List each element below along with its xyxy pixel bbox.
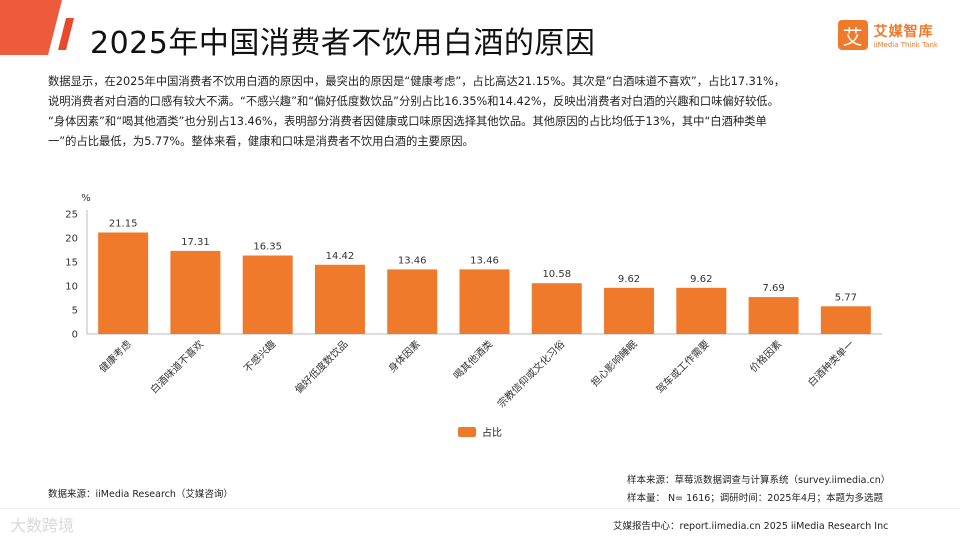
bar-value-label: 7.69 xyxy=(762,283,784,294)
bar-value-label: 17.31 xyxy=(181,237,210,248)
logo-icon: 艾 xyxy=(837,20,868,50)
y-tick-label: 25 xyxy=(65,210,78,221)
bar-value-label: 9.62 xyxy=(690,274,712,285)
x-tick-label: 价格因素 xyxy=(747,337,784,374)
title-accent-slash xyxy=(0,0,74,55)
sample-size: 样本量： N= 1616；调研时间：2025年4月；本题为多选题 xyxy=(627,493,884,504)
y-tick-label: 15 xyxy=(65,258,78,269)
bar-value-label: 10.58 xyxy=(542,269,571,280)
footer-bar xyxy=(0,508,960,541)
bar xyxy=(820,306,871,334)
bar-value-label: 13.46 xyxy=(470,255,499,266)
bar-value-label: 13.46 xyxy=(398,255,427,266)
bar-value-label: 14.42 xyxy=(326,251,355,262)
chart-legend: 占比 xyxy=(458,424,502,439)
bar-value-label: 5.77 xyxy=(835,292,857,303)
y-tick-label: 0 xyxy=(72,330,78,341)
brand-logo: 艾 艾媒智库 iiMedia Think Tank xyxy=(837,20,938,50)
bar xyxy=(459,269,510,334)
x-tick-label: 担心影响睡眠 xyxy=(588,337,640,389)
bar-value-label: 9.62 xyxy=(618,274,640,285)
x-tick-label: 白酒种类单一 xyxy=(805,337,857,389)
sample-source: 样本来源：草莓派数据调查与计算系统（survey.iimedia.cn） xyxy=(627,475,891,486)
x-tick-label: 宗教信仰或文化习俗 xyxy=(495,337,568,410)
logo-subtitle: iiMedia Think Tank xyxy=(873,41,938,49)
watermark: 大数跨境 xyxy=(10,516,75,535)
x-tick-label: 白酒味道不喜欢 xyxy=(147,337,206,396)
summary-paragraph: 数据显示，在2025年中国消费者不饮用白酒的原因中，最突出的原因是“健康考虑”，… xyxy=(48,72,918,152)
summary-line: 说明消费者对白酒的口感有较大不满。“不感兴趣”和“偏好低度数饮品”分别占比16.… xyxy=(48,95,779,108)
bar xyxy=(170,250,221,334)
x-tick-label: 偏好低度数饮品 xyxy=(292,337,351,396)
summary-line: 数据显示，在2025年中国消费者不饮用白酒的原因中，最突出的原因是“健康考虑”，… xyxy=(48,75,786,88)
y-axis-unit: % xyxy=(81,193,91,204)
bar-value-label: 21.15 xyxy=(109,218,138,229)
x-tick-label: 喝其他酒类 xyxy=(451,337,496,382)
x-tick-label: 驾车或工作需要 xyxy=(653,337,712,396)
summary-line: 一”的占比最低，为5.77%。整体来看，健康和口味是消费者不饮用白酒的主要原因。 xyxy=(48,135,474,148)
summary-line: “身体因素”和“喝其他酒类”也分别占13.46%，表明部分消费者因健康或口味原因… xyxy=(48,115,767,128)
x-tick-label: 健康考虑 xyxy=(96,337,133,374)
page-title: 2025年中国消费者不饮用白酒的原因 xyxy=(90,26,596,61)
bar xyxy=(314,264,365,334)
y-tick-label: 5 xyxy=(72,306,78,317)
y-tick-label: 20 xyxy=(65,234,78,245)
legend-swatch xyxy=(458,426,476,437)
bar xyxy=(98,232,149,334)
y-tick-label: 10 xyxy=(65,282,78,293)
x-tick-label: 身体因素 xyxy=(385,337,422,374)
footer-text: 艾媒报告中心：report.iimedia.cn 2025 iiMedia Re… xyxy=(613,521,889,532)
bar xyxy=(242,255,293,334)
bar-value-label: 16.35 xyxy=(253,242,282,253)
bar xyxy=(387,269,438,334)
bar xyxy=(604,287,655,334)
logo-name: 艾媒智库 xyxy=(873,24,934,40)
bar xyxy=(531,283,582,334)
bar-chart: % 0 5 10 15 20 25 21.15 健康考虑 17.31 白酒味道不喜欢 16.35 不感兴… xyxy=(65,193,882,410)
x-tick-label: 不感兴趣 xyxy=(241,337,278,374)
bar xyxy=(676,287,727,334)
data-source: 数据来源：iiMedia Research（艾媒咨询） xyxy=(48,489,233,500)
legend-label: 占比 xyxy=(482,428,502,439)
bar xyxy=(748,297,799,334)
